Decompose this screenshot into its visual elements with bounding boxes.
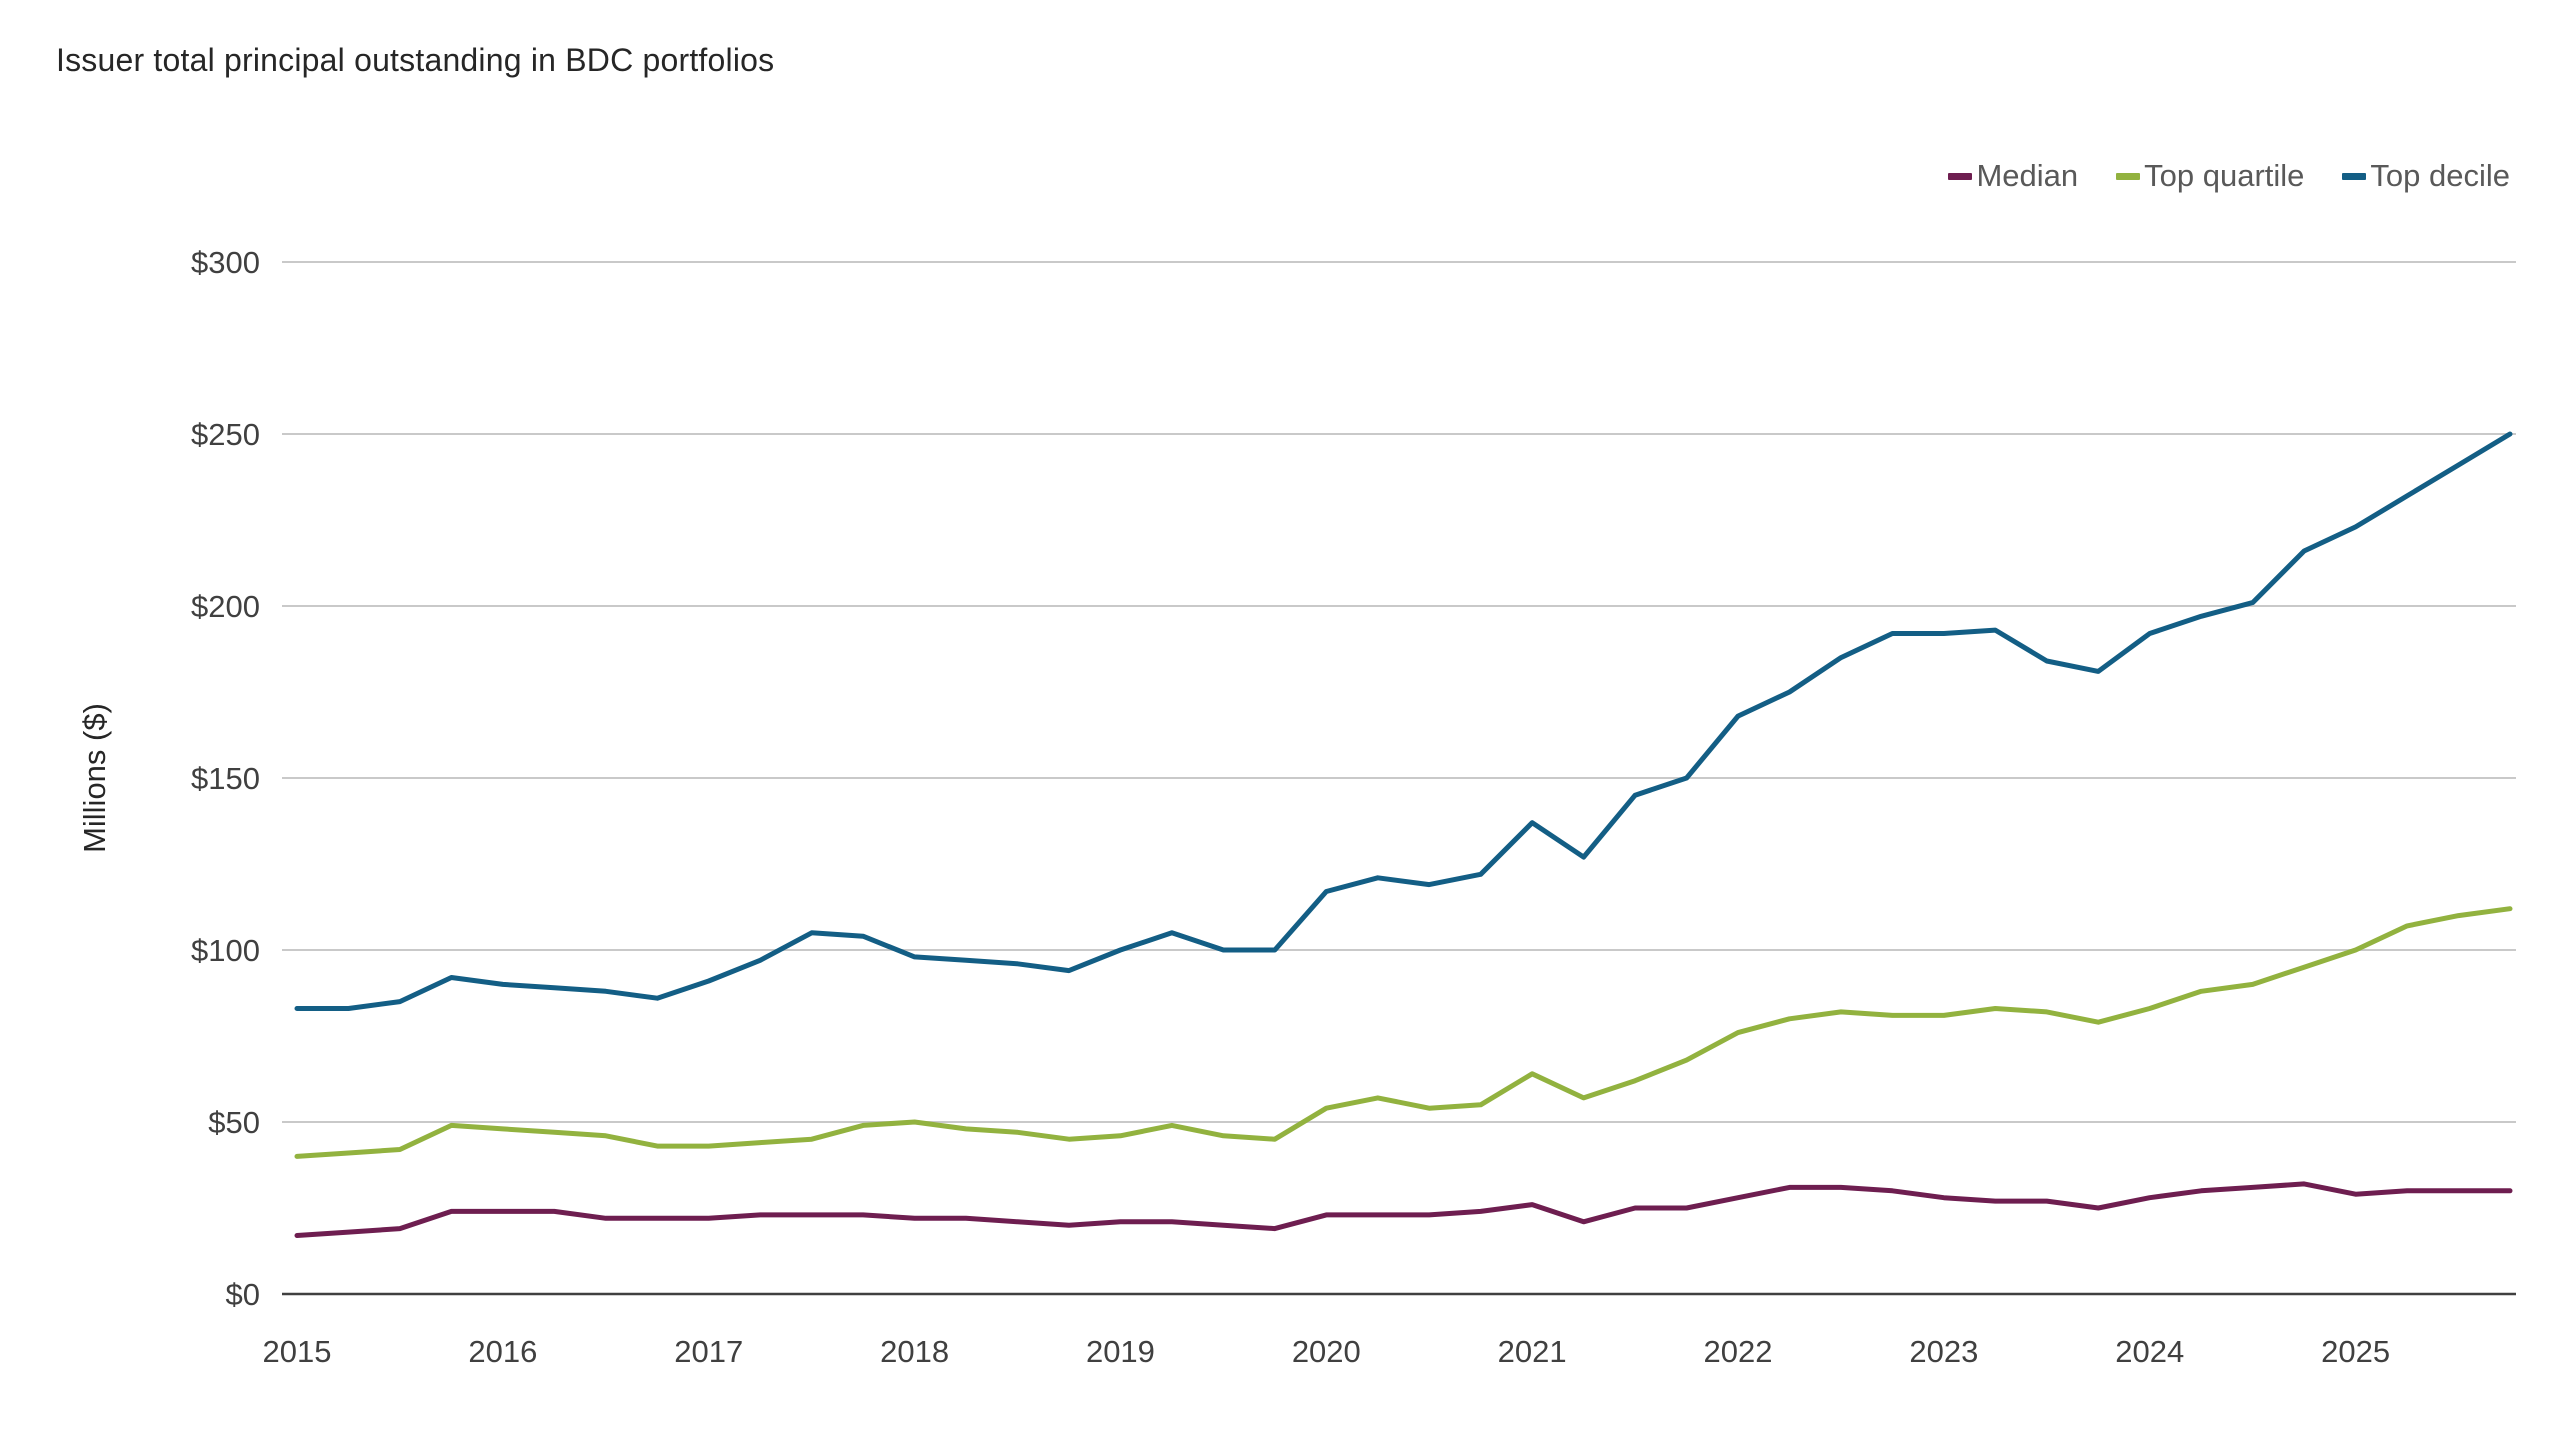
y-tick-label: $250 <box>191 417 260 452</box>
series-line-median <box>294 1181 2513 1238</box>
series-line-top-quartile <box>294 906 2513 1159</box>
x-tick-label: 2022 <box>1704 1334 1773 1369</box>
x-tick-label: 2018 <box>880 1334 949 1369</box>
x-tick-label: 2019 <box>1086 1334 1155 1369</box>
y-tick-label: $0 <box>226 1277 260 1312</box>
legend-item-top-decile: Top decile <box>2342 158 2510 194</box>
x-tick-label: 2023 <box>1909 1334 1978 1369</box>
legend-item-median: Median <box>1948 158 2078 194</box>
y-tick-label: $100 <box>191 933 260 968</box>
x-tick-label: 2016 <box>468 1334 537 1369</box>
x-tick-label: 2024 <box>2115 1334 2184 1369</box>
legend-marker-top-decile-icon <box>2342 172 2367 180</box>
legend-label-top-decile: Top decile <box>2370 158 2510 193</box>
x-tick-label: 2017 <box>674 1334 743 1369</box>
legend: Median Top quartile Top decile <box>1948 158 2510 194</box>
legend-marker-top-quartile-icon <box>2116 172 2141 180</box>
x-tick-label: 2015 <box>263 1334 332 1369</box>
legend-label-median: Median <box>1976 158 2079 193</box>
y-tick-label: $200 <box>191 589 260 624</box>
y-tick-label: $150 <box>191 761 260 796</box>
legend-marker-median-icon <box>1948 172 1973 180</box>
y-tick-label: $50 <box>208 1105 260 1140</box>
x-tick-label: 2020 <box>1292 1334 1361 1369</box>
legend-item-top-quartile: Top quartile <box>2116 158 2304 194</box>
chart-title: Issuer total principal outstanding in BD… <box>56 42 775 78</box>
series-line-top-decile <box>294 431 2513 1011</box>
x-tick-label: 2025 <box>2321 1334 2390 1369</box>
x-tick-label: 2021 <box>1498 1334 1567 1369</box>
legend-label-top-quartile: Top quartile <box>2144 158 2305 193</box>
y-tick-label: $300 <box>191 245 260 280</box>
